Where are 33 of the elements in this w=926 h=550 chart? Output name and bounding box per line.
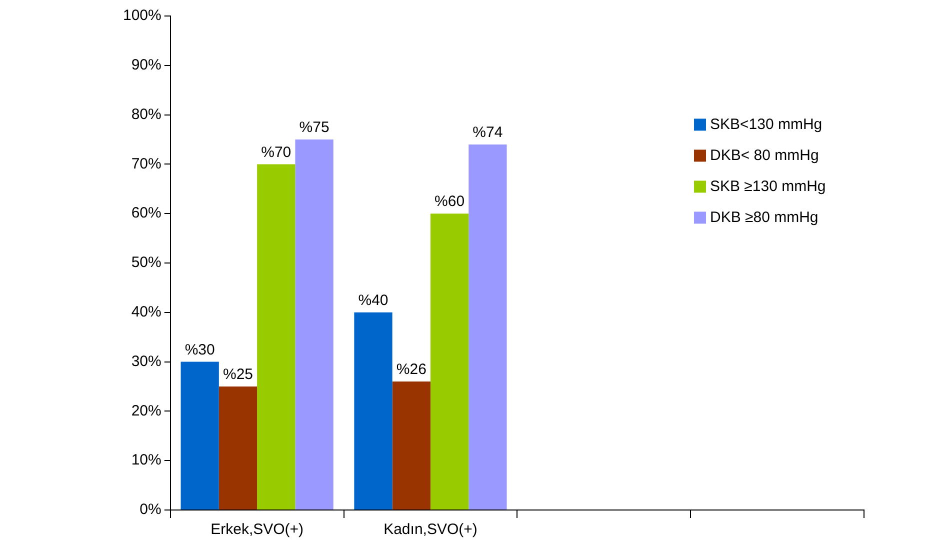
data-label: %60 <box>434 193 465 210</box>
y-tick-label: 20% <box>131 402 162 420</box>
legend-label: DKB ≥80 mmHg <box>710 208 818 226</box>
bar <box>468 144 507 510</box>
data-label: %30 <box>184 341 215 358</box>
y-tick-label: 10% <box>131 452 162 469</box>
bar <box>257 164 296 510</box>
legend-label: SKB ≥130 mmHg <box>710 178 826 195</box>
y-tick-label: 90% <box>131 56 162 74</box>
y-tick-label: 30% <box>131 352 162 370</box>
bar <box>430 214 469 510</box>
bar <box>295 140 334 510</box>
y-tick-label: 50% <box>131 254 162 272</box>
data-label: %74 <box>472 124 503 142</box>
x-tick-label: Kadın,SVO(+) <box>384 521 478 538</box>
data-label: %70 <box>261 144 292 161</box>
data-label: %40 <box>358 292 388 310</box>
y-tick-label: 0% <box>140 501 162 518</box>
data-label: %75 <box>299 119 330 136</box>
y-tick-label: 70% <box>131 155 162 172</box>
y-tick-label: 100% <box>122 7 162 24</box>
legend-label: SKB<130 mmHg <box>710 116 822 133</box>
y-tick-label: 80% <box>131 106 162 123</box>
bar <box>354 312 392 510</box>
y-tick-label: 40% <box>131 304 162 321</box>
legend-label: DKB< 80 mmHg <box>710 146 819 164</box>
y-tick-label: 60% <box>131 204 162 222</box>
x-tick-label: Erkek,SVO(+) <box>210 521 304 538</box>
data-label: %26 <box>396 361 426 378</box>
bar <box>392 382 430 510</box>
bar <box>180 362 219 510</box>
bar <box>218 386 258 510</box>
data-label: %25 <box>222 366 254 384</box>
